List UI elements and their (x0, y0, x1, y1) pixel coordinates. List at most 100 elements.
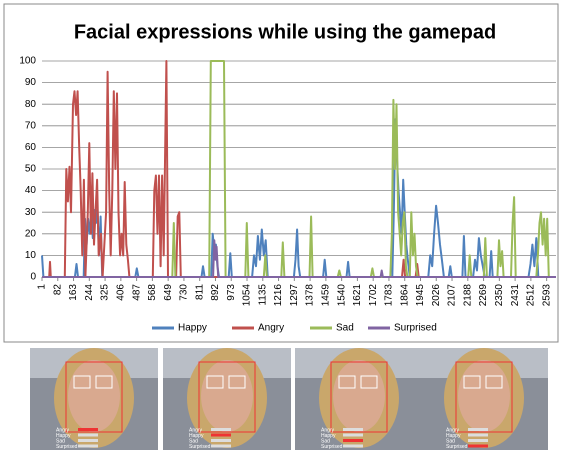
y-tick-label: 70 (25, 120, 37, 131)
x-tick-label: 2269 (478, 284, 489, 307)
x-tick-label: 1459 (321, 284, 332, 307)
legend-label: Angry (258, 323, 284, 334)
eye-box (338, 375, 356, 389)
photo-bar (78, 428, 98, 431)
x-tick-label: 1378 (305, 284, 316, 307)
x-tick-label: 1297 (289, 284, 300, 307)
photo-bar (211, 439, 231, 442)
photo-bar (343, 439, 363, 442)
y-tick-label: 10 (25, 250, 37, 261)
eye-box (463, 375, 481, 389)
photo-bar (211, 433, 231, 437)
y-tick-label: 40 (25, 185, 37, 196)
photo-label: Surprised (321, 444, 343, 450)
photo-label: Angry (446, 427, 460, 433)
x-tick-label: 1702 (368, 284, 379, 307)
x-tick-label: 406 (115, 284, 126, 301)
legend-label: Sad (336, 323, 354, 334)
x-tick-label: 2107 (447, 284, 458, 307)
legend-label: Happy (178, 323, 207, 334)
x-tick-label: 730 (179, 284, 190, 301)
photo-label: Surprised (56, 444, 78, 450)
photo-label: Angry (56, 427, 70, 433)
photo-label: Happy (189, 433, 204, 439)
x-tick-label: 1540 (336, 284, 347, 307)
face (458, 360, 510, 432)
series-line (42, 60, 556, 278)
x-tick-label: 2350 (494, 284, 505, 307)
x-tick-label: 2431 (510, 284, 521, 307)
photo-bar (468, 428, 488, 431)
x-tick-label: 487 (131, 284, 142, 301)
photo-bar (78, 433, 98, 437)
photo-bar (468, 439, 488, 442)
photo-label: Surprised (446, 444, 468, 450)
x-tick-label: 1864 (399, 284, 410, 307)
face-box (330, 361, 388, 433)
face-box (198, 361, 256, 433)
x-tick-label: 1 (37, 284, 48, 290)
photo-label: Sad (56, 438, 65, 444)
x-tick-label: 2026 (431, 284, 442, 307)
photo-label: Happy (446, 433, 461, 439)
photo-label: Sad (189, 438, 198, 444)
photo-label: Sad (321, 438, 330, 444)
face-box (455, 361, 513, 433)
photo-bar (343, 433, 363, 437)
photo-bar (78, 439, 98, 442)
x-tick-label: 1945 (415, 284, 426, 307)
x-tick-label: 1621 (352, 284, 363, 307)
x-tick-label: 2512 (526, 284, 537, 307)
x-tick-label: 1135 (257, 284, 268, 306)
legend-label: Surprised (394, 323, 437, 334)
series-line (42, 239, 556, 278)
photo-label: Angry (321, 427, 335, 433)
eye-box (485, 375, 503, 389)
y-tick-label: 20 (25, 228, 37, 239)
photo-strip: AngryHappySadSurprisedAngryHappySadSurpr… (30, 348, 548, 450)
photo-label: Happy (56, 433, 71, 439)
y-tick-label: 60 (25, 142, 37, 153)
face (201, 360, 253, 432)
photo-bar (468, 444, 488, 448)
x-tick-label: 244 (84, 284, 95, 301)
photo-label: Sad (446, 438, 455, 444)
eye-box (360, 375, 378, 389)
x-tick-label: 2593 (541, 284, 552, 307)
x-tick-label: 1216 (273, 284, 284, 307)
x-tick-label: 811 (194, 284, 205, 300)
x-tick-label: 1054 (242, 284, 253, 307)
photo-label: Surprised (189, 444, 211, 450)
x-tick-label: 1783 (384, 284, 395, 307)
eye-box (228, 375, 246, 389)
photo-label: Happy (321, 433, 336, 439)
photo-label: Angry (189, 427, 203, 433)
x-tick-label: 892 (210, 284, 221, 301)
x-tick-label: 973 (226, 284, 237, 301)
eye-box (73, 375, 91, 389)
y-tick-label: 0 (30, 272, 36, 283)
photo-bar (343, 444, 363, 448)
x-tick-label: 2188 (462, 284, 473, 307)
y-tick-label: 50 (25, 164, 37, 175)
photo-bar (343, 428, 363, 431)
y-tick-label: 90 (25, 77, 37, 88)
chart-frame (3, 3, 559, 343)
x-tick-label: 649 (163, 284, 174, 301)
x-tick-label: 82 (52, 284, 63, 296)
face (68, 360, 120, 432)
face-box (65, 361, 123, 433)
photo-bar (211, 428, 231, 431)
face (333, 360, 385, 432)
y-tick-label: 30 (25, 207, 37, 218)
photo-bar (211, 444, 231, 448)
eye-box (206, 375, 224, 389)
eye-box (95, 375, 113, 389)
photo-bar (468, 433, 488, 437)
y-tick-label: 80 (25, 99, 37, 110)
chart-title: Facial expressions while using the gamep… (74, 21, 496, 43)
x-tick-label: 163 (68, 284, 79, 301)
photo-bar (78, 444, 98, 448)
